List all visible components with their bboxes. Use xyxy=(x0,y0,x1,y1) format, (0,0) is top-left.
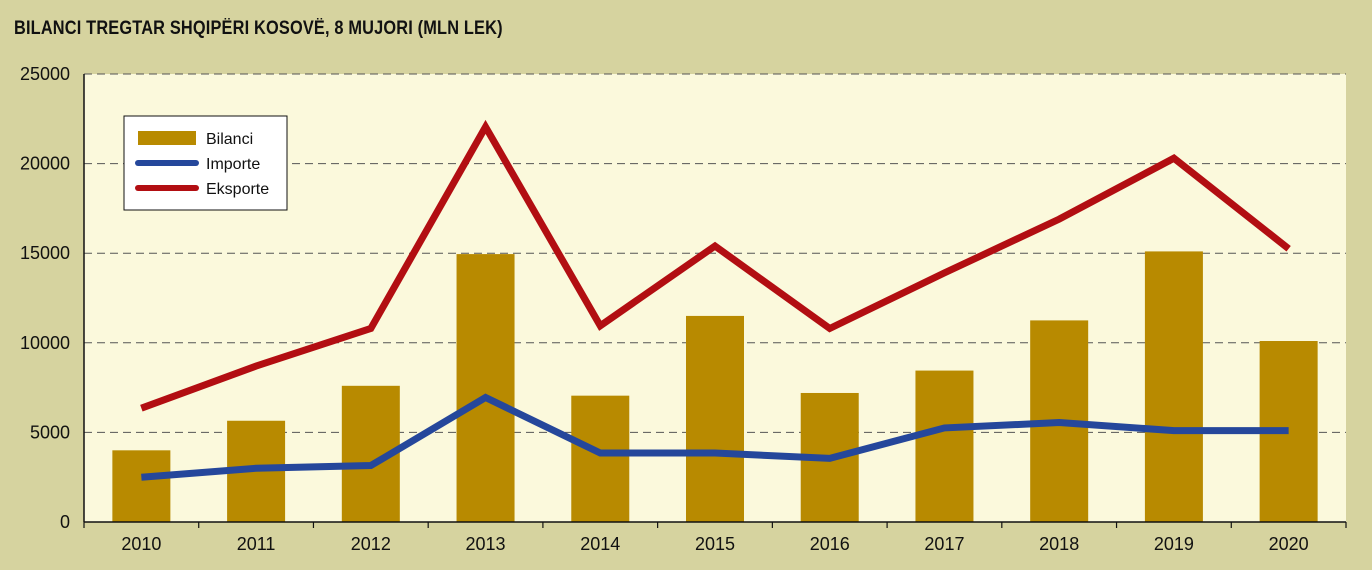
bar-bilanci xyxy=(686,315,744,522)
x-tick-label: 2012 xyxy=(351,534,391,554)
bar-bilanci xyxy=(112,450,171,522)
y-tick-label: 25000 xyxy=(20,64,70,84)
bar-bilanci xyxy=(1144,251,1203,522)
x-tick-label: 2010 xyxy=(121,534,161,554)
y-tick-label: 5000 xyxy=(30,422,70,442)
y-tick-label: 10000 xyxy=(20,333,70,353)
x-tick-label: 2019 xyxy=(1154,534,1194,554)
legend-label-importe: Importe xyxy=(206,156,260,173)
y-tick-label: 20000 xyxy=(20,154,70,174)
y-tick-label: 15000 xyxy=(20,243,70,263)
bar-bilanci xyxy=(915,370,974,522)
x-tick-label: 2015 xyxy=(695,534,735,554)
x-tick-label: 2018 xyxy=(1039,534,1079,554)
line-importe xyxy=(141,393,1289,481)
x-tick-label: 2016 xyxy=(810,534,850,554)
bar-bilanci xyxy=(456,254,515,522)
y-tick-label: 0 xyxy=(60,512,70,532)
bar-bilanci xyxy=(571,395,630,522)
line-eksporte xyxy=(140,119,1291,412)
chart-title: BILANCI TREGTAR SHQIPËRI KOSOVË, 8 MUJOR… xyxy=(14,18,503,39)
legend-swatch-bilanci xyxy=(138,131,196,145)
x-tick-label: 2014 xyxy=(580,534,620,554)
x-tick-label: 2020 xyxy=(1269,534,1309,554)
x-tick-label: 2017 xyxy=(924,534,964,554)
x-tick-label: 2011 xyxy=(237,534,276,554)
x-tick-label: 2013 xyxy=(466,534,506,554)
legend-label-bilanci: Bilanci xyxy=(206,131,253,148)
legend-label-eksporte: Eksporte xyxy=(206,181,269,198)
